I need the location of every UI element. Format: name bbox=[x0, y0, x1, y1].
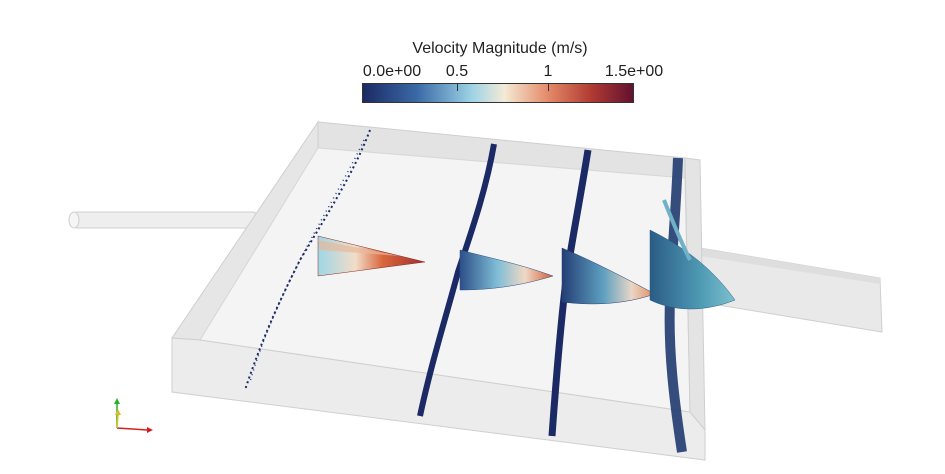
velocity-slice-3 bbox=[548, 149, 656, 437]
legend-tick-min: 0.0e+00 bbox=[362, 63, 422, 80]
velocity-slice-2 bbox=[417, 143, 554, 417]
inlet-pipe bbox=[68, 211, 261, 229]
colorbar-tick-1 bbox=[548, 83, 549, 91]
velocity-slice-4 bbox=[649, 157, 736, 453]
colorbar bbox=[362, 83, 634, 103]
legend-title: Velocity Magnitude (m/s) bbox=[412, 40, 588, 57]
legend-tick-0-5: 0.5 bbox=[445, 63, 469, 80]
colorbar-tick-0-5 bbox=[457, 83, 458, 91]
channel-box bbox=[171, 120, 706, 461]
velocity-slice-1 bbox=[244, 129, 426, 391]
orientation-axes-icon bbox=[114, 398, 153, 433]
legend-tick-max: 1.5e+00 bbox=[604, 63, 664, 80]
legend-tick-1: 1 bbox=[543, 63, 553, 80]
